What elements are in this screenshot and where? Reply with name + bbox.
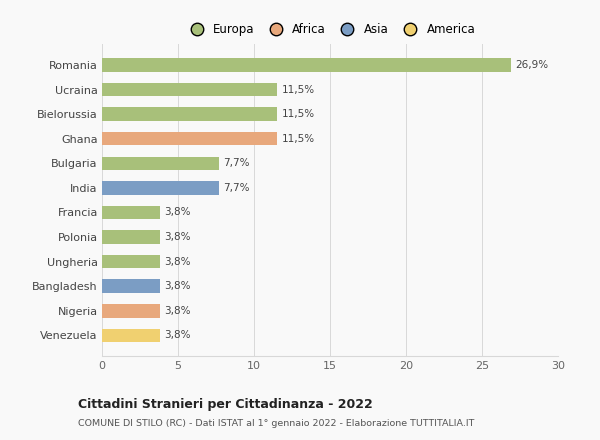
- Text: 3,8%: 3,8%: [164, 281, 191, 291]
- Text: 7,7%: 7,7%: [224, 183, 250, 193]
- Text: 3,8%: 3,8%: [164, 208, 191, 217]
- Text: Cittadini Stranieri per Cittadinanza - 2022: Cittadini Stranieri per Cittadinanza - 2…: [78, 398, 373, 411]
- Bar: [102, 132, 277, 146]
- Bar: [102, 304, 160, 318]
- Text: 3,8%: 3,8%: [164, 306, 191, 316]
- Text: COMUNE DI STILO (RC) - Dati ISTAT al 1° gennaio 2022 - Elaborazione TUTTITALIA.I: COMUNE DI STILO (RC) - Dati ISTAT al 1° …: [78, 419, 475, 428]
- Bar: [102, 83, 277, 96]
- Text: 3,8%: 3,8%: [164, 232, 191, 242]
- Text: 11,5%: 11,5%: [281, 84, 314, 95]
- Bar: [102, 107, 277, 121]
- Bar: [102, 58, 511, 72]
- Text: 3,8%: 3,8%: [164, 257, 191, 267]
- Bar: [102, 255, 160, 268]
- Text: 26,9%: 26,9%: [515, 60, 548, 70]
- Bar: [102, 279, 160, 293]
- Bar: [102, 206, 160, 219]
- Legend: Europa, Africa, Asia, America: Europa, Africa, Asia, America: [180, 18, 480, 41]
- Bar: [102, 181, 219, 194]
- Bar: [102, 329, 160, 342]
- Text: 11,5%: 11,5%: [281, 109, 314, 119]
- Bar: [102, 157, 219, 170]
- Text: 11,5%: 11,5%: [281, 134, 314, 144]
- Text: 7,7%: 7,7%: [224, 158, 250, 169]
- Text: 3,8%: 3,8%: [164, 330, 191, 341]
- Bar: [102, 230, 160, 244]
